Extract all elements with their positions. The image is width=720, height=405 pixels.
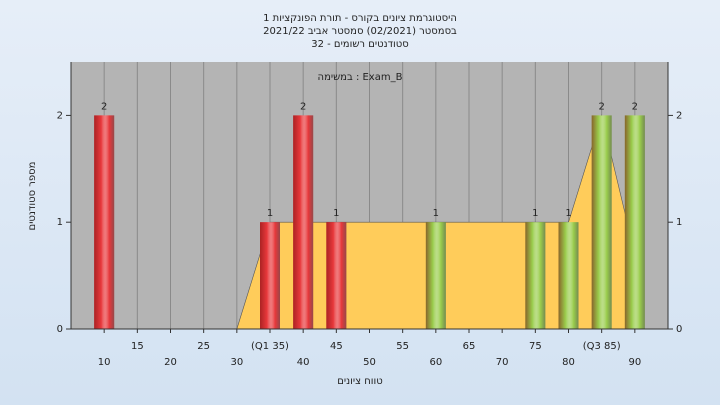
bar-shade [326,222,347,329]
data-label: 1 [532,208,538,219]
bar-shade [525,222,546,329]
y-axis-label: מספר סטודנטים [27,162,38,231]
bar-shade [260,222,280,329]
y2-tick-label: 2 [676,110,682,121]
x-tick-label: 75 [529,341,542,352]
chart-subtitle: בסמסטר (02/2021) סמסטר אביב 2021/22 [263,26,457,37]
data-label: 1 [565,208,571,219]
x-tick-label: 25 [197,341,210,352]
y-tick-label: 0 [57,324,63,335]
x-tick-label: 15 [131,341,144,352]
x-tick-label: 55 [396,341,409,352]
x-tick-label: 65 [463,341,476,352]
bar-shade [94,115,115,330]
x-tick-label: 20 [164,357,177,368]
y-tick-label: 1 [57,217,63,228]
annotation: במשימה : Exam_B [318,72,403,83]
data-label: 2 [632,101,638,112]
x-axis-label: טווח ציונים [337,376,382,387]
chart-title: היסטוגרמת ציונים בקורס - תורת הפונקציות … [263,13,457,24]
bar-shade [293,115,314,330]
data-label: 2 [598,101,604,112]
bar-shade [624,115,645,330]
bar-shade [425,222,446,329]
data-label: 2 [300,101,306,112]
data-label: 2 [101,101,107,112]
x-tick-label: 90 [628,357,641,368]
data-label: 1 [333,208,339,219]
x-tick-label: 10 [98,357,111,368]
y2-tick-label: 1 [676,217,682,228]
x-tick-label: 40 [297,357,310,368]
y-tick-label: 2 [57,110,63,121]
x-tick-label: (Q3 85) [583,341,621,352]
data-label: 1 [433,208,439,219]
x-tick-label: 50 [363,357,376,368]
y2-tick-label: 0 [676,324,682,335]
data-label: 1 [267,208,273,219]
x-tick-label: 30 [230,357,243,368]
bar-shade [558,222,579,329]
x-tick-label: 45 [330,341,343,352]
x-tick-label: (Q1 35) [251,341,289,352]
bar-shade [591,115,612,330]
x-tick-label: 70 [496,357,509,368]
x-tick-label: 60 [429,357,442,368]
chart-subtitle: סטודנטים רשומים - 32 [311,39,409,50]
x-tick-label: 80 [562,357,575,368]
